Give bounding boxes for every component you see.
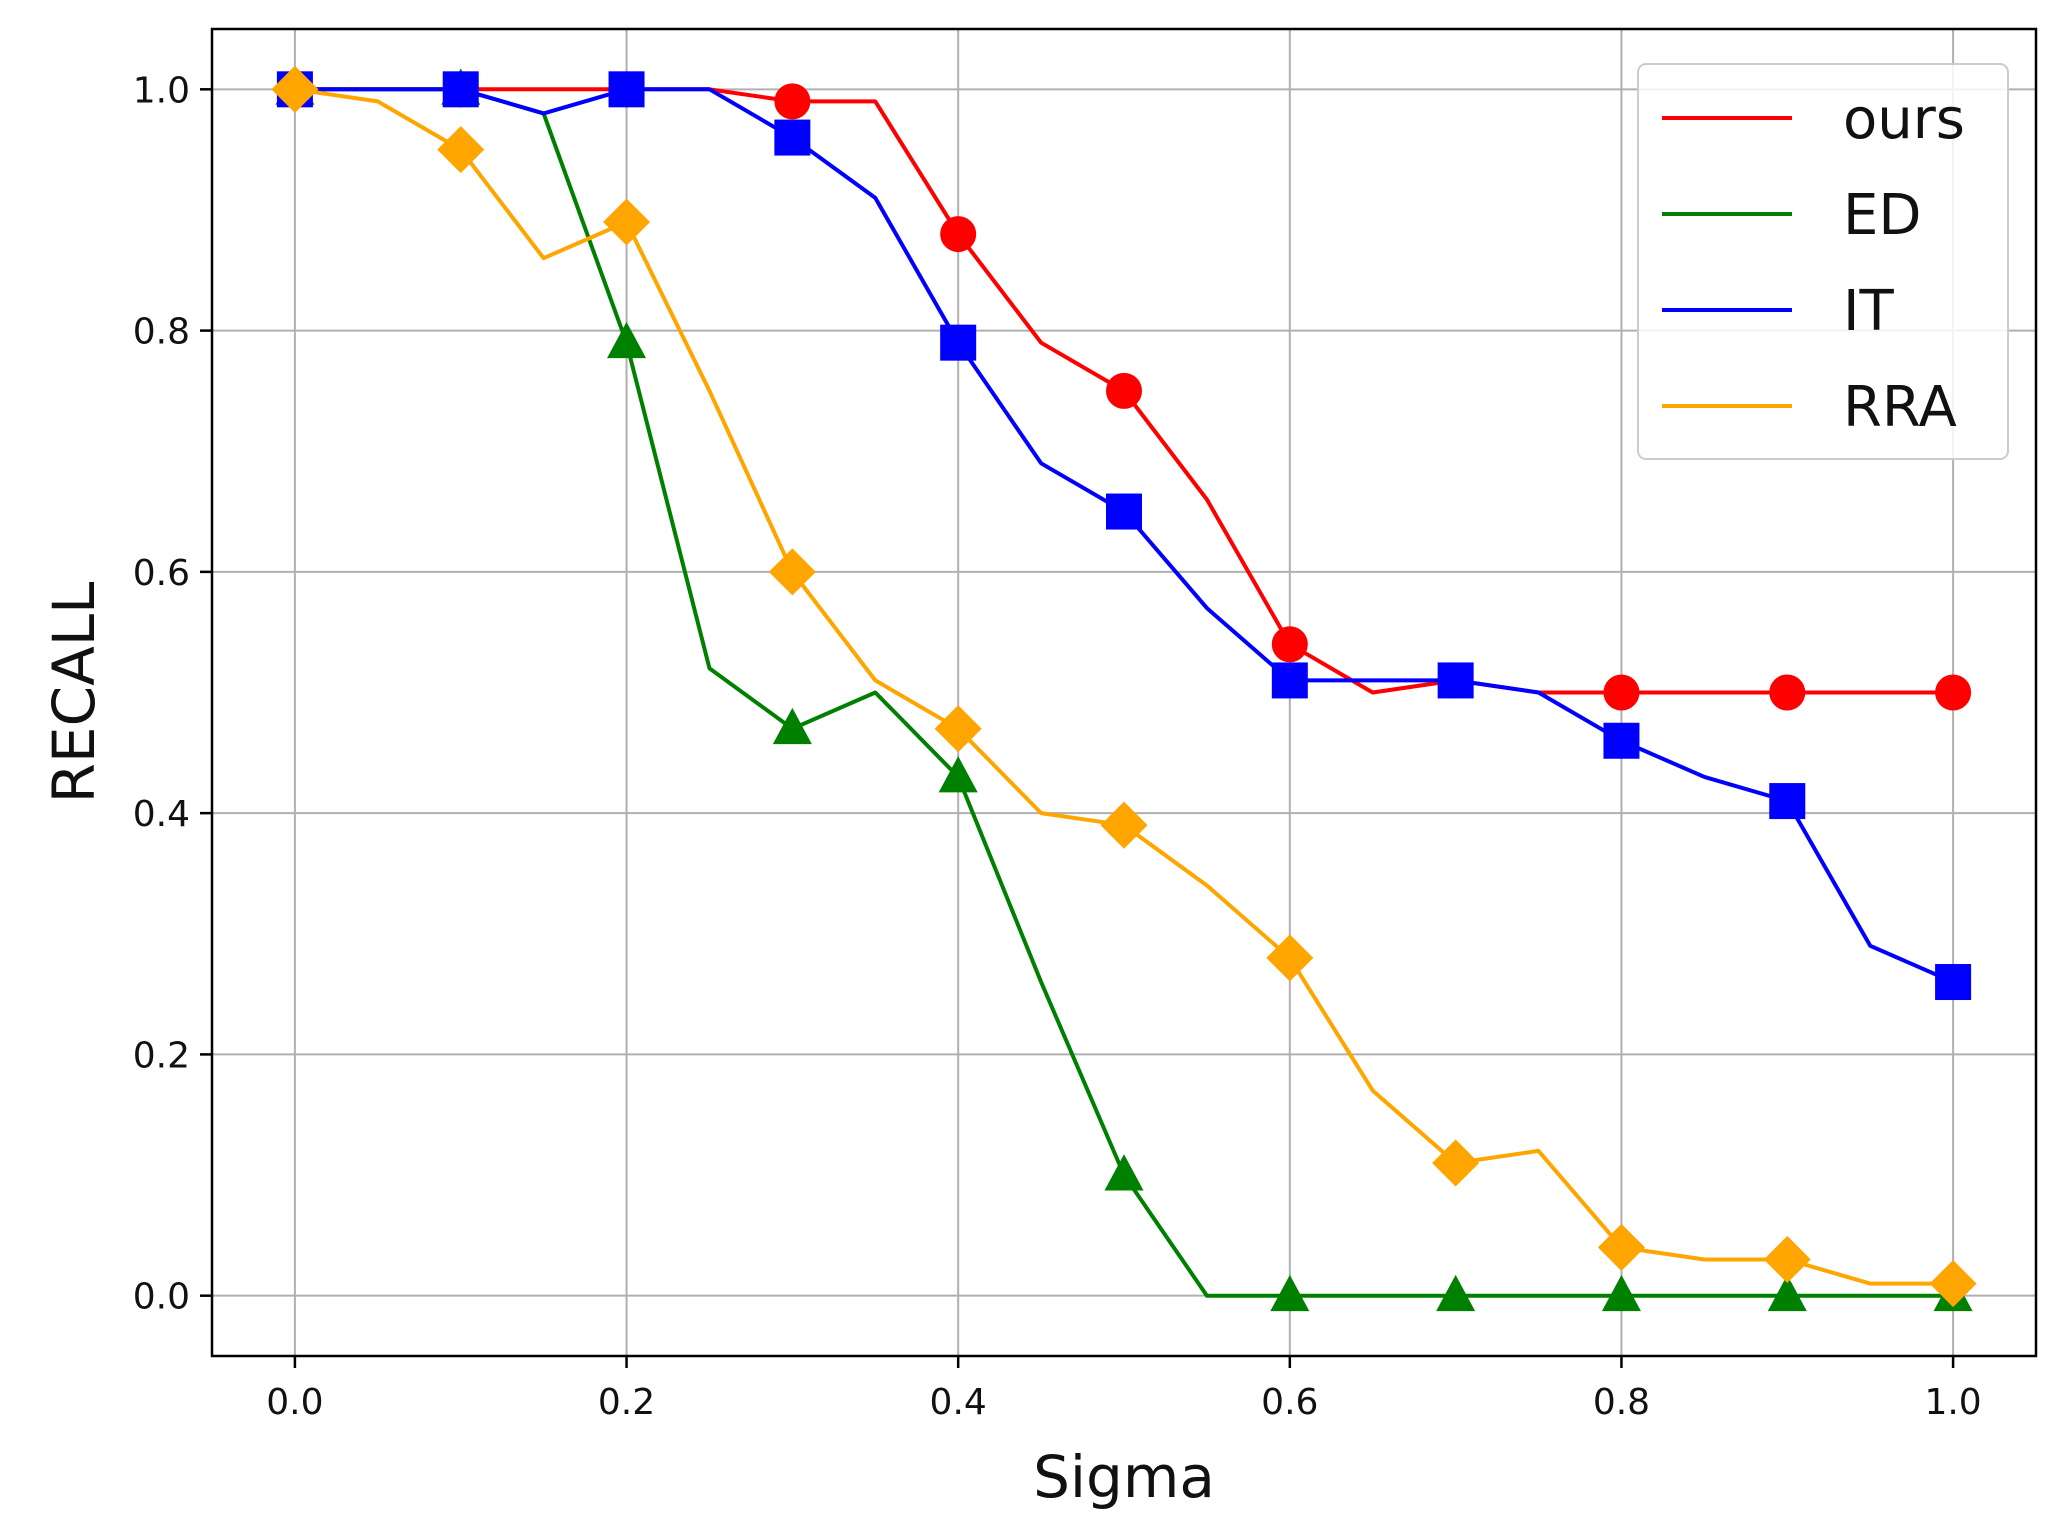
data-point-rra	[934, 705, 982, 753]
data-point-ed	[1601, 1274, 1641, 1312]
data-point-it	[1935, 964, 1972, 1001]
legend-label-ed: ED	[1843, 183, 1922, 248]
data-point-rra	[768, 548, 816, 596]
data-point-ours	[1935, 674, 1972, 711]
data-point-ed	[607, 321, 647, 359]
data-point-rra	[603, 198, 651, 246]
data-point-ours	[1106, 372, 1142, 409]
data-point-rra	[1432, 1139, 1480, 1187]
data-point-it	[608, 71, 645, 108]
x-tick-label: 0.6	[1261, 1382, 1318, 1423]
x-tick-label: 0.4	[930, 1382, 987, 1423]
plot-frame	[210, 27, 2038, 1358]
legend-label-rra: RRA	[1843, 375, 1957, 440]
data-point-it	[1437, 662, 1474, 699]
data-point-ed	[1436, 1274, 1476, 1312]
series-markers	[271, 65, 1977, 1312]
data-point-rra	[271, 65, 319, 113]
data-point-ours	[774, 83, 811, 120]
y-tick-label: 1.0	[133, 70, 190, 111]
y-axis-ticks: 0.0 0.2 0.4 0.6 0.8 1.0	[133, 70, 212, 1318]
data-point-ed	[772, 707, 812, 745]
y-tick-label: 0.8	[133, 312, 190, 353]
y-tick-label: 0.4	[133, 794, 190, 835]
data-point-ed	[938, 756, 978, 793]
y-axis-title: RECALL	[40, 582, 108, 804]
data-point-ed	[1767, 1274, 1807, 1312]
data-point-it	[1271, 662, 1308, 699]
data-point-it	[774, 119, 811, 156]
y-tick-label: 0.2	[133, 1035, 190, 1076]
x-axis-ticks: 0.0 0.2 0.4 0.6 0.8 1.0	[266, 1356, 1982, 1423]
data-point-it	[940, 324, 977, 361]
data-point-it	[1769, 783, 1806, 820]
data-point-rra	[1100, 801, 1148, 849]
data-point-rra	[1929, 1260, 1977, 1308]
x-tick-label: 0.0	[266, 1382, 323, 1423]
data-point-ed	[1270, 1274, 1310, 1312]
data-point-ours	[1769, 674, 1806, 711]
data-point-ours	[1603, 674, 1640, 711]
legend: ours ED IT RRA	[1637, 63, 2009, 460]
data-point-rra	[1597, 1223, 1645, 1271]
data-point-ed	[1104, 1154, 1144, 1191]
y-tick-label: 0.6	[133, 553, 190, 594]
x-tick-label: 0.8	[1593, 1382, 1650, 1423]
data-point-ours	[1271, 626, 1308, 663]
legend-box	[1637, 63, 2009, 460]
legend-label-ours: ours	[1843, 87, 1965, 152]
data-point-it	[1106, 493, 1142, 530]
data-point-rra	[1266, 934, 1314, 982]
data-point-rra	[1763, 1235, 1811, 1284]
data-point-ours	[940, 216, 977, 253]
y-tick-label: 0.0	[133, 1277, 190, 1318]
data-point-it	[442, 71, 479, 108]
data-point-rra	[437, 126, 485, 174]
data-point-it	[1603, 722, 1640, 759]
x-tick-label: 0.2	[598, 1382, 655, 1423]
x-tick-label: 1.0	[1924, 1382, 1981, 1423]
x-axis-title: Sigma	[1033, 1443, 1215, 1511]
legend-label-it: IT	[1843, 279, 1895, 344]
